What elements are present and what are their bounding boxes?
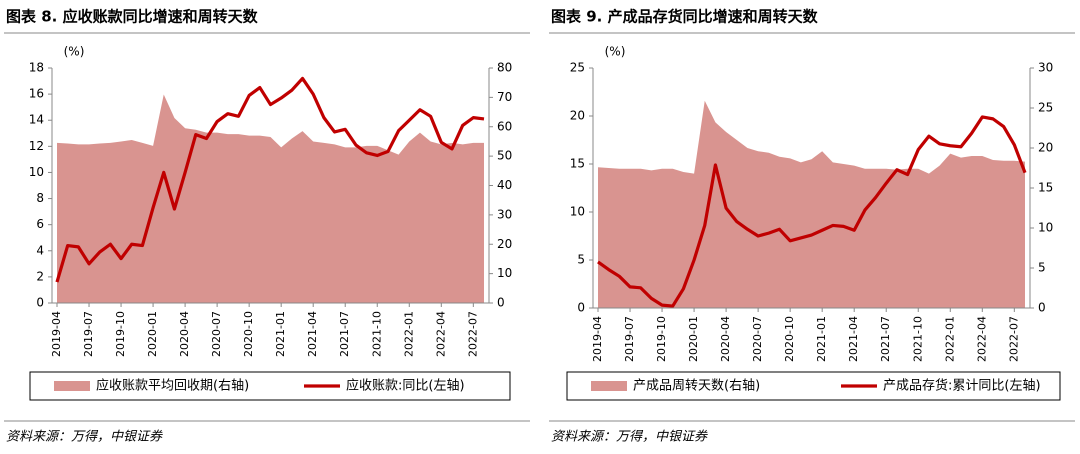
y-tick-label: 25	[570, 61, 585, 75]
y-tick-label: 15	[570, 157, 585, 171]
x-tick-label: 2020-01	[687, 316, 700, 362]
area	[598, 100, 1025, 308]
x-tick-label: 2022-04	[975, 316, 988, 362]
y-tick-label: 16	[29, 87, 44, 101]
y2-tick-label: 15	[1038, 181, 1053, 195]
x-tick-label: 2019-07	[82, 311, 95, 357]
source: 资料来源：万得，中银证券	[551, 430, 708, 445]
legend-label: 产成品存货:累计同比(左轴)	[883, 378, 1041, 394]
y2-tick-label: 20	[1038, 141, 1053, 155]
y2-tick-label: 20	[497, 237, 512, 251]
x-tick-label: 2020-07	[751, 316, 764, 362]
x-tick-label: 2020-01	[146, 311, 159, 357]
x-tick-label: 2021-07	[338, 311, 351, 357]
y2-tick-label: 30	[1038, 61, 1053, 75]
y2-tick-label: 0	[497, 296, 505, 310]
y-tick-label: 0	[36, 296, 44, 310]
legend-label: 应收账款:同比(左轴)	[346, 378, 465, 394]
x-tick-label: 2021-01	[815, 316, 828, 362]
chart-title: 图表 9. 产成品存货同比增速和周转天数	[551, 8, 819, 26]
y2-tick-label: 70	[497, 90, 512, 104]
y-tick-label: 14	[29, 113, 44, 127]
x-tick-label: 2021-04	[847, 316, 860, 362]
legend-label: 产成品周转天数(右轴)	[633, 379, 760, 394]
x-tick-label: 2020-10	[783, 316, 796, 362]
y-unit: (%)	[64, 45, 85, 59]
y2-tick-label: 0	[1038, 301, 1046, 315]
x-tick-label: 2022-04	[434, 311, 447, 357]
y-unit: (%)	[605, 45, 626, 59]
y-tick-label: 5	[577, 253, 585, 267]
y2-tick-label: 50	[497, 149, 512, 163]
x-tick-label: 2019-10	[114, 311, 127, 357]
y-tick-label: 6	[36, 217, 44, 231]
x-tick-label: 2019-10	[655, 316, 668, 362]
y2-tick-label: 60	[497, 119, 512, 133]
x-tick-label: 2019-04	[591, 316, 604, 362]
chart-title: 图表 8. 应收账款同比增速和周转天数	[6, 8, 259, 26]
y-tick-label: 10	[570, 205, 585, 219]
line	[597, 115, 1027, 308]
x-tick-label: 2021-04	[306, 311, 319, 357]
legend-box	[566, 371, 1061, 401]
x-tick-label: 2021-10	[370, 311, 383, 357]
y2-tick-label: 30	[497, 207, 512, 221]
x-tick-label: 2020-10	[242, 311, 255, 357]
y-tick-label: 12	[29, 139, 44, 153]
y2-tick-label: 80	[497, 61, 512, 75]
x-tick-label: 2020-04	[719, 316, 732, 362]
y-tick-label: 4	[36, 243, 44, 257]
x-tick-label: 2021-10	[911, 316, 924, 362]
line	[55, 76, 485, 283]
y2-tick-label: 10	[1038, 221, 1053, 235]
x-tick-label: 2020-07	[210, 311, 223, 357]
x-tick-label: 2022-01	[402, 311, 415, 357]
y2-tick-label: 10	[497, 266, 512, 280]
x-tick-label: 2022-07	[466, 311, 479, 357]
source: 资料来源：万得，中银证券	[6, 430, 163, 445]
x-tick-label: 2022-07	[1007, 316, 1020, 362]
legend-label: 应收账款平均回收期(右轴)	[96, 378, 249, 394]
legend-box	[29, 371, 511, 401]
y2-tick-label: 40	[497, 178, 512, 192]
area	[57, 94, 484, 303]
x-tick-label: 2021-07	[879, 316, 892, 362]
x-tick-label: 2022-01	[943, 316, 956, 362]
y-tick-label: 2	[36, 269, 44, 283]
y-tick-label: 0	[577, 301, 585, 315]
legend-swatch	[54, 381, 90, 391]
y-tick-label: 8	[36, 191, 44, 205]
legend-swatch	[591, 381, 627, 391]
x-tick-label: 2021-01	[274, 311, 287, 357]
y-tick-label: 10	[29, 165, 44, 179]
y2-tick-label: 5	[1038, 261, 1046, 275]
y-tick-label: 20	[570, 109, 585, 123]
y2-tick-label: 25	[1038, 101, 1053, 115]
y-tick-label: 18	[29, 61, 44, 75]
x-tick-label: 2019-04	[50, 311, 63, 357]
x-tick-label: 2019-07	[623, 316, 636, 362]
x-tick-label: 2020-04	[178, 311, 191, 357]
